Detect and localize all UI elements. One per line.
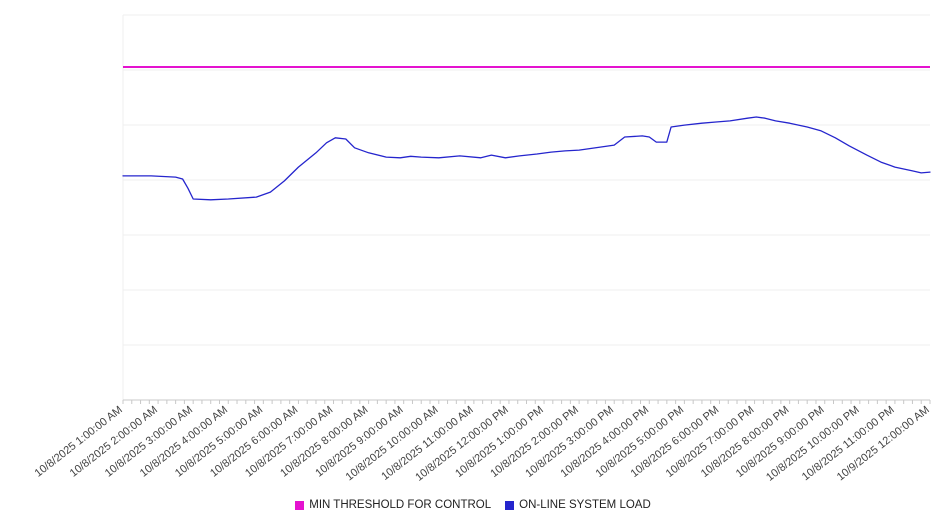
legend-swatch-min-threshold <box>295 500 305 510</box>
legend-item-min-threshold: MIN THRESHOLD FOR CONTROL <box>295 499 491 511</box>
legend-item-system-load: ON-LINE SYSTEM LOAD <box>505 499 651 511</box>
legend-label-min-threshold: MIN THRESHOLD FOR CONTROL <box>309 499 492 511</box>
legend-label-system-load: ON-LINE SYSTEM LOAD <box>519 499 651 511</box>
chart-legend: MIN THRESHOLD FOR CONTROL ON-LINE SYSTEM… <box>0 499 946 511</box>
legend-swatch-system-load <box>505 500 515 510</box>
